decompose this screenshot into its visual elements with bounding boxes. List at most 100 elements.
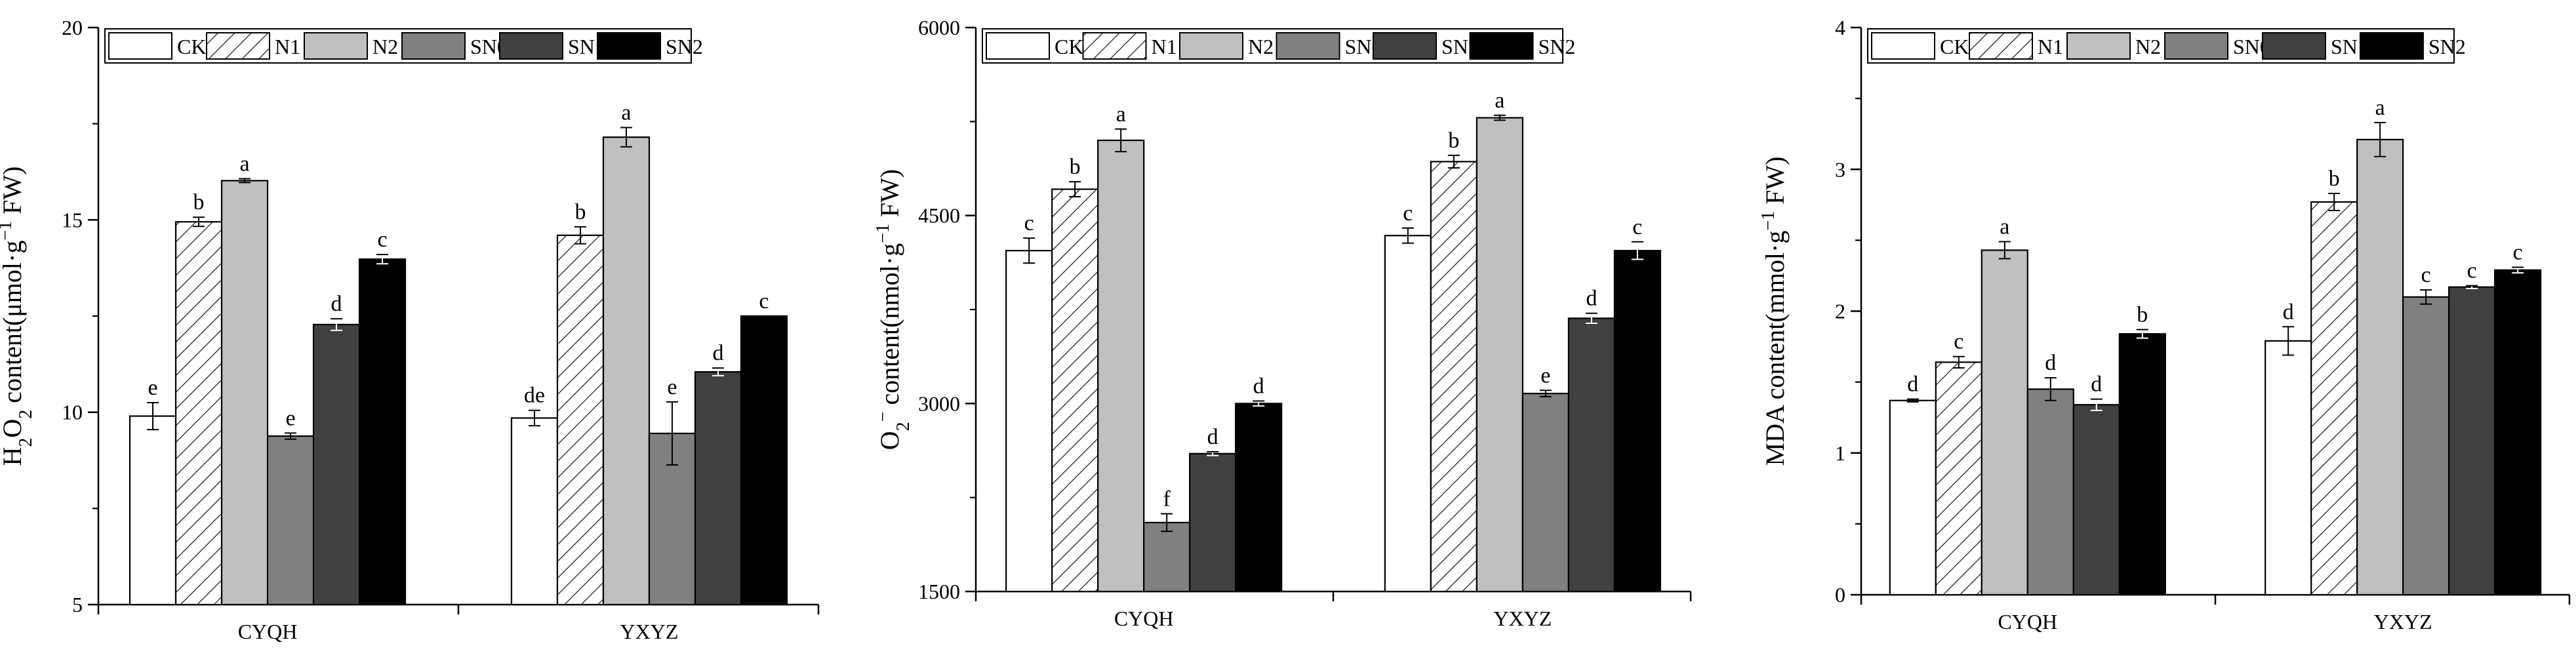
legend-label-sn2: SN2: [2428, 35, 2466, 58]
bar-n2-cyqh: [1981, 249, 2028, 596]
significance-letter: e: [285, 406, 295, 430]
legend: CK0 N1 N2 SN0 SN1 SN2: [982, 28, 1576, 64]
y-tick-label: 15: [62, 208, 83, 231]
legend-label-sn2: SN2: [1539, 35, 1576, 58]
bar-sn0-cyqh: [2026, 388, 2074, 596]
y-tick-label: 3: [1835, 157, 1845, 181]
significance-letter: c: [1632, 215, 1642, 239]
legend-swatch-sn2: [1469, 32, 1534, 60]
y-tick-label: 2: [1835, 300, 1845, 323]
bar-sn0-yxyz: [2402, 296, 2450, 596]
bar-sn1-cyqh: [2072, 404, 2120, 596]
y-axis-label-part: −1: [1758, 211, 1779, 231]
y-tick-label: 1500: [918, 580, 960, 603]
significance-letter: c: [2421, 263, 2431, 287]
legend-swatch-ck0: [1871, 32, 1935, 60]
bar-n2-cyqh: [220, 180, 269, 606]
y-tick-label: 4: [1835, 16, 1845, 39]
significance-letter: b: [1070, 155, 1081, 179]
bar-ck0-cyqh: [129, 415, 177, 606]
significance-letter: c: [377, 228, 387, 252]
chart-panel-3: 0 1 2 3 4 MDA content(mmol·g−1 FW) d c a d d b CYQH d…: [1758, 16, 2571, 633]
significance-letter: d: [331, 292, 342, 316]
legend-swatch-sn1: [1373, 32, 1437, 60]
legend-swatch-n1: [1082, 32, 1147, 60]
bar-sn0-yxyz: [1521, 392, 1569, 593]
y-axis-label: O2− content(nmol·g−1 FW): [873, 169, 914, 450]
significance-letter: a: [2375, 96, 2385, 120]
x-tick-label-yxyz: YXYZ: [1493, 607, 1552, 630]
significance-letter: b: [193, 190, 205, 214]
y-tick-label: 1: [1835, 441, 1845, 465]
y-tick-label: 5: [72, 593, 83, 616]
y-axis-label-part: −1: [873, 224, 893, 243]
legend-swatch-sn2: [2360, 32, 2424, 60]
significance-letter: d: [1907, 372, 1918, 397]
significance-letter: c: [2513, 240, 2523, 264]
bar-n1-yxyz: [556, 234, 605, 606]
significance-letter: c: [2467, 259, 2477, 283]
bar-sn0-cyqh: [266, 435, 315, 606]
y-axis-label-part: MDA content(mmol·g: [1760, 231, 1790, 466]
bar-n2-cyqh: [1097, 139, 1145, 593]
x-tick-label-yxyz: YXYZ: [2374, 610, 2432, 633]
y-axis-label-part: −: [873, 412, 893, 422]
bar-sn2-cyqh: [358, 258, 407, 606]
legend-label-n1: N1: [2038, 35, 2063, 58]
legend-label-n1: N1: [275, 35, 300, 58]
legend: CK0 N1 N2 SN0 SN1 SN2: [1867, 28, 2466, 64]
significance-letter: e: [1540, 363, 1550, 388]
bar-ck0-cyqh: [1005, 250, 1053, 593]
significance-letter: d: [2045, 351, 2056, 375]
significance-letter: f: [1163, 487, 1171, 511]
bar-ck0-yxyz: [1384, 235, 1432, 593]
legend: CK0 N1 N2 SN0 SN1 SN2: [104, 28, 703, 64]
bar-n2-yxyz: [1476, 117, 1523, 593]
significance-letter: c: [1403, 201, 1413, 226]
bar-n2-yxyz: [2356, 138, 2404, 596]
y-axis-label-part: content(nmol·g: [875, 243, 904, 412]
legend-box: [104, 28, 692, 64]
legend-swatch-sn1: [499, 32, 563, 60]
significance-letter: d: [2283, 300, 2294, 324]
legend-swatch-ck0: [108, 32, 172, 60]
significance-letter: d: [2091, 372, 2102, 397]
legend-label-sn2: SN2: [666, 35, 703, 58]
bar-sn2-cyqh: [2118, 333, 2166, 596]
bar-sn1-yxyz: [694, 371, 742, 606]
significance-letter: a: [621, 101, 631, 125]
x-tick-label-cyqh: CYQH: [1114, 607, 1174, 630]
legend-swatch-ck0: [986, 32, 1050, 60]
significance-letter: c: [1024, 211, 1034, 235]
y-axis-label-part: O: [0, 419, 27, 438]
legend-swatch-n1: [1969, 32, 2033, 60]
bar-sn2-yxyz: [1613, 250, 1661, 593]
y-axis-label-part: H: [0, 447, 27, 466]
legend-label-n2: N2: [1248, 35, 1274, 58]
significance-letter: a: [1116, 102, 1126, 127]
significance-letter: b: [2137, 303, 2148, 327]
y-axis-label-part: FW): [875, 169, 904, 224]
y-axis-label-part: 2: [16, 438, 36, 447]
bar-sn1-yxyz: [1567, 317, 1615, 593]
legend-swatch-n2: [2066, 32, 2131, 60]
y-axis-label-part: 2: [16, 410, 36, 419]
significance-letter: b: [1448, 129, 1459, 153]
chart-panel-2: 1500 3000 4500 6000 O2− content(nmol·g−1 FW)…: [873, 16, 1692, 630]
y-axis-label-part: content(μmol·g: [0, 241, 27, 410]
bar-ck0-yxyz: [510, 417, 559, 606]
significance-letter: a: [1495, 89, 1504, 113]
significance-letter: d: [1253, 374, 1264, 399]
legend-swatch-sn0: [401, 32, 466, 60]
significance-letter: e: [148, 376, 157, 400]
legend-swatch-n1: [206, 32, 270, 60]
y-tick-label: 10: [62, 401, 83, 424]
significance-letter: e: [667, 375, 677, 399]
bar-n1-cyqh: [1935, 361, 1982, 596]
bar-n1-cyqh: [174, 221, 223, 606]
y-tick-label: 3000: [918, 391, 960, 415]
legend-swatch-sn1: [2262, 32, 2326, 60]
